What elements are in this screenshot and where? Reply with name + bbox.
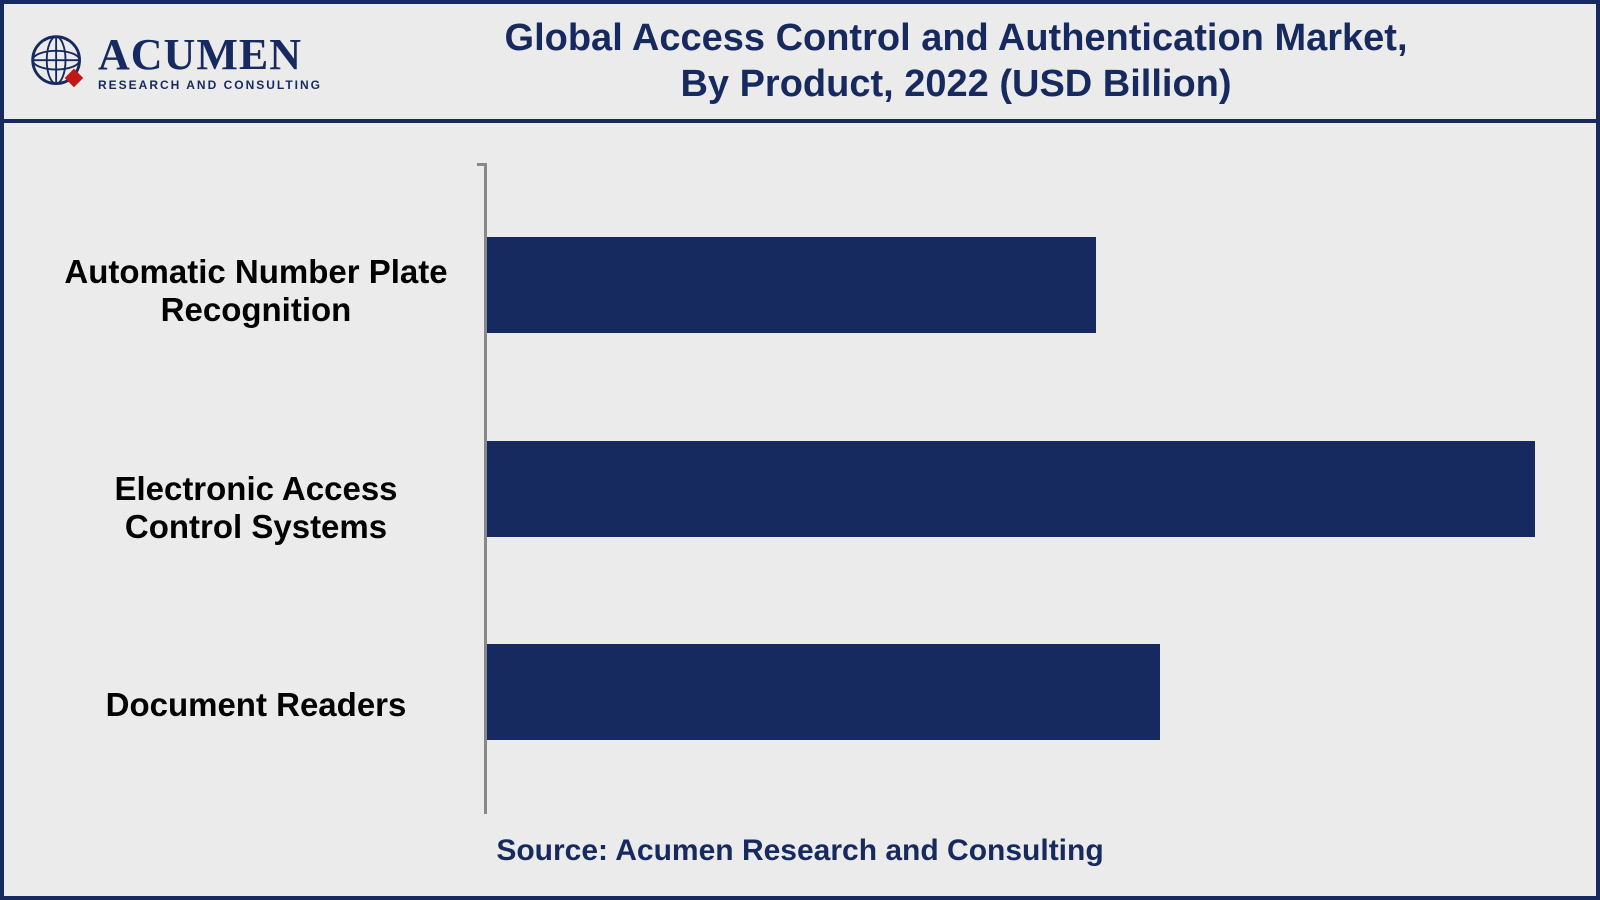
chart-area: Automatic Number PlateRecognition Electro… bbox=[4, 123, 1596, 896]
bar bbox=[487, 441, 1535, 537]
bar bbox=[487, 644, 1160, 740]
bar-row bbox=[487, 237, 1556, 333]
bars-zone bbox=[484, 163, 1556, 814]
brand-text: ACUMEN RESEARCH AND CONSULTING bbox=[98, 33, 322, 91]
brand-logo: ACUMEN RESEARCH AND CONSULTING bbox=[28, 32, 322, 92]
bar bbox=[487, 237, 1096, 333]
y-axis-labels: Automatic Number PlateRecognition Electro… bbox=[44, 163, 484, 814]
chart-title-line2: By Product, 2022 (USD Billion) bbox=[340, 62, 1572, 108]
source-attribution: Source: Acumen Research and Consulting bbox=[44, 834, 1556, 868]
chart-title-line1: Global Access Control and Authentication… bbox=[340, 16, 1572, 62]
chart-frame: ACUMEN RESEARCH AND CONSULTING Global Ac… bbox=[0, 0, 1600, 900]
axis-tick bbox=[477, 163, 487, 166]
brand-name: ACUMEN bbox=[98, 33, 322, 77]
brand-tagline: RESEARCH AND CONSULTING bbox=[98, 79, 322, 91]
bar-row bbox=[487, 441, 1556, 537]
globe-icon bbox=[28, 32, 88, 92]
category-label: Document Readers bbox=[44, 686, 484, 724]
header: ACUMEN RESEARCH AND CONSULTING Global Ac… bbox=[4, 4, 1596, 123]
chart-title: Global Access Control and Authentication… bbox=[340, 16, 1572, 107]
plot: Automatic Number PlateRecognition Electro… bbox=[44, 163, 1556, 814]
category-label: Automatic Number PlateRecognition bbox=[44, 253, 484, 329]
bar-row bbox=[487, 644, 1556, 740]
category-label: Electronic AccessControl Systems bbox=[44, 470, 484, 546]
